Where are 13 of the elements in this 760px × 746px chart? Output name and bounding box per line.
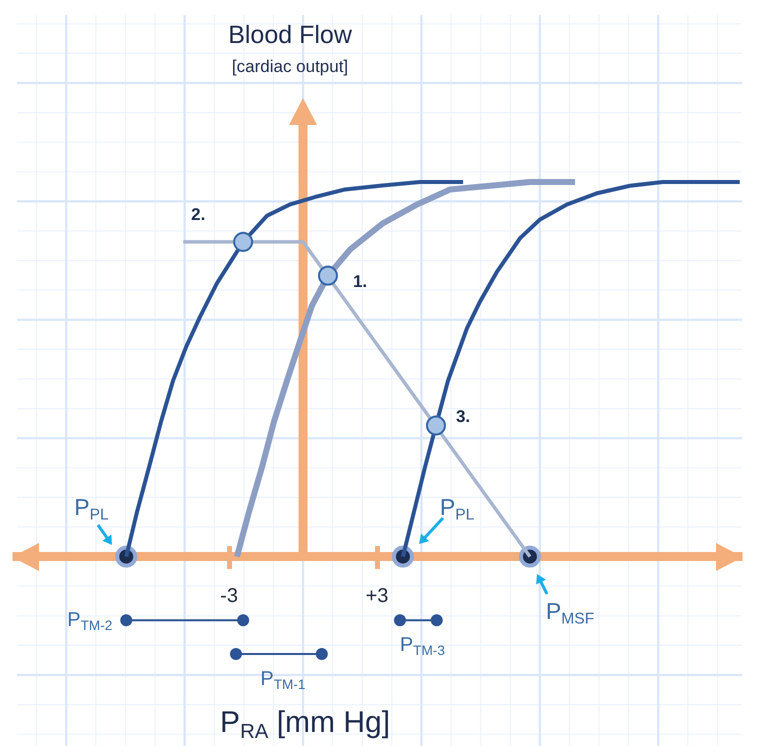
annotation: P$_{PL}$ <box>74 494 109 524</box>
annotation: P$_{MSF}$ <box>546 598 594 628</box>
series-label: P$_{TM-2}$ <box>67 609 112 634</box>
x-tick-label: -3 <box>220 585 238 608</box>
x-axis-title: P$_{RA}$ [mm Hg] <box>220 706 390 743</box>
series-label: P$_{TM-1}$ <box>260 668 306 692</box>
annotation: 1. <box>352 272 368 292</box>
y-axis-title: Blood Flow [cardiac output] <box>227 20 353 78</box>
annotation: 3. <box>456 406 470 427</box>
annotation: P$_{PL}$ <box>440 494 474 524</box>
annotation: 2. <box>191 205 206 226</box>
series-label: P$_{TM-3}$ <box>400 634 445 658</box>
x-tick-label: +3 <box>366 585 388 608</box>
